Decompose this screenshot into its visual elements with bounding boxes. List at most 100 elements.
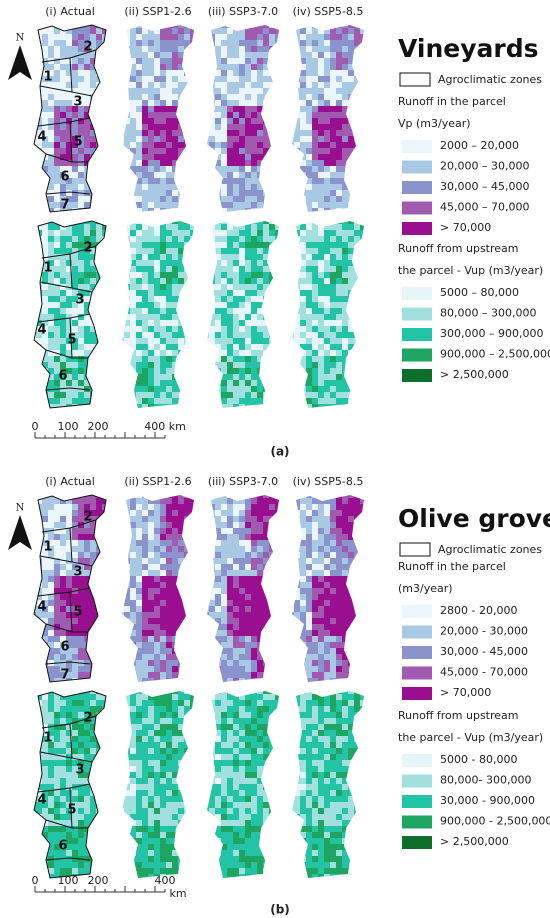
map-cell [239, 254, 246, 261]
map-cell [136, 308, 143, 315]
map-cell [275, 582, 279, 589]
map-cell [227, 248, 234, 255]
map-cell [336, 368, 343, 375]
map-cell [142, 528, 149, 535]
map-cell [166, 660, 173, 667]
map-cell [221, 278, 228, 285]
map-cell [196, 504, 202, 510]
map-cell [84, 46, 91, 53]
map-cell [300, 202, 307, 209]
map-cell [36, 600, 43, 607]
map-cell [148, 64, 155, 71]
map-cell [227, 184, 234, 191]
map-cell [166, 558, 173, 565]
map-cell [124, 510, 131, 517]
map-cell [84, 314, 91, 321]
map-cell [227, 594, 234, 601]
map-cell [148, 184, 155, 191]
map-cell [233, 498, 240, 505]
map-cell [102, 540, 106, 547]
map-cell [96, 130, 103, 137]
map-cell [342, 88, 349, 95]
legend-label: 5000 – 80,000 [440, 286, 519, 299]
map-cell [245, 504, 252, 511]
map-cell [215, 495, 222, 499]
map-cell [366, 254, 372, 260]
map-cell [184, 618, 191, 625]
map-cell [227, 362, 234, 369]
map-cell [96, 166, 103, 173]
map-cell [54, 266, 61, 273]
map-cell [251, 588, 258, 595]
map-cell [66, 224, 73, 231]
map-cell [184, 495, 191, 499]
map-cell [348, 46, 355, 53]
map-cell [342, 362, 349, 369]
map-cell [239, 278, 246, 285]
map-cell [263, 46, 270, 53]
map-cell [130, 522, 137, 529]
map-cell [136, 52, 143, 59]
map-cell [166, 534, 173, 541]
map-cell [60, 172, 67, 179]
map-cell [366, 178, 372, 184]
map-cell [196, 136, 202, 142]
map-cell [196, 124, 202, 130]
map-cell [348, 380, 355, 387]
map-cell [221, 172, 228, 179]
map-cell [330, 94, 337, 101]
map-cell [108, 22, 114, 28]
map-cell [233, 338, 240, 345]
map-cell [72, 25, 79, 29]
map-cell [196, 266, 202, 272]
map-cell [178, 570, 185, 577]
map-cell [124, 540, 131, 547]
map-cell [136, 278, 143, 285]
map-cell [366, 308, 372, 314]
map-cell [294, 254, 301, 261]
map-cell [360, 332, 364, 339]
map-cell [84, 392, 91, 399]
map-cell [209, 332, 216, 339]
map-cell [233, 612, 240, 619]
map-cell [108, 344, 114, 350]
map-cell [160, 648, 167, 655]
map-cell [294, 290, 301, 297]
map-cell [166, 522, 173, 529]
map-cell [263, 52, 270, 59]
map-cell [348, 332, 355, 339]
map-cell [281, 368, 287, 374]
map-cell [102, 320, 106, 327]
map-cell [354, 124, 361, 131]
map-cell [207, 528, 210, 535]
map-cell [360, 58, 364, 65]
map-cell [257, 178, 264, 185]
map-cell [84, 308, 91, 315]
map-cell [207, 636, 210, 643]
map-cell [209, 100, 216, 107]
map-cell [257, 202, 264, 209]
map-cell [190, 636, 194, 643]
map-cell [292, 28, 295, 35]
map-cell [124, 528, 131, 535]
map-cell [233, 40, 240, 47]
map-cell [366, 34, 372, 40]
map-cell [78, 552, 85, 559]
map-cell [96, 160, 103, 167]
map-cell [84, 70, 91, 77]
map-cell [196, 308, 202, 314]
map-cell [60, 624, 67, 631]
map-cell [172, 272, 179, 279]
map-cell [102, 660, 106, 667]
map-cell [269, 260, 276, 267]
map-cell [34, 260, 37, 267]
map-cell [227, 308, 234, 315]
map-cell [36, 350, 43, 357]
map-cell [196, 654, 202, 660]
map-cell [108, 308, 114, 314]
map-cell [72, 558, 79, 565]
map-cell [178, 70, 185, 77]
map-cell [48, 516, 55, 523]
map-cell [312, 178, 319, 185]
map-cell [42, 82, 49, 89]
